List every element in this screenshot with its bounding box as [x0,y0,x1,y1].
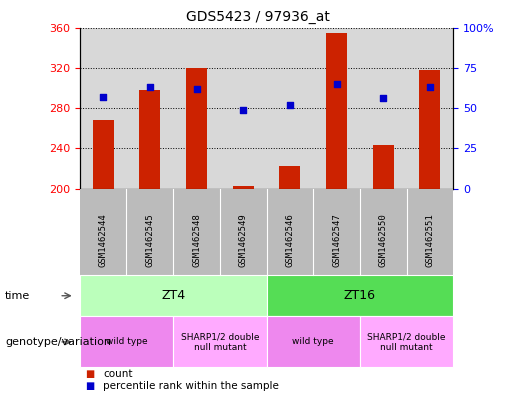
Bar [140,90,160,189]
Text: GDS5423 / 97936_at: GDS5423 / 97936_at [185,10,330,24]
Text: GSM1462546: GSM1462546 [285,213,295,267]
Point [146,84,154,90]
Text: GSM1462549: GSM1462549 [238,213,248,267]
Text: genotype/variation: genotype/variation [5,337,111,347]
Text: ZT16: ZT16 [344,289,376,302]
Point [239,107,247,113]
Text: GSM1462544: GSM1462544 [99,213,108,267]
Bar [233,185,254,189]
Bar [279,167,300,189]
Text: wild type: wild type [293,338,334,346]
Point [379,95,387,101]
Text: time: time [5,291,30,301]
Bar [373,145,393,189]
Point [99,94,107,100]
Text: GSM1462548: GSM1462548 [192,213,201,267]
Text: ■: ■ [85,369,94,379]
Point [193,86,201,92]
Bar [326,33,347,189]
Point [286,102,294,108]
Text: count: count [103,369,132,379]
Text: GSM1462545: GSM1462545 [145,213,154,267]
Text: GSM1462547: GSM1462547 [332,213,341,267]
Text: GSM1462550: GSM1462550 [379,213,388,267]
Text: ZT4: ZT4 [161,289,185,302]
Text: SHARP1/2 double
null mutant: SHARP1/2 double null mutant [181,332,259,352]
Text: SHARP1/2 double
null mutant: SHARP1/2 double null mutant [367,332,446,352]
Text: ■: ■ [85,381,94,391]
Bar [186,68,207,189]
Text: wild type: wild type [106,338,147,346]
Point [426,84,434,90]
Text: percentile rank within the sample: percentile rank within the sample [103,381,279,391]
Text: GSM1462551: GSM1462551 [425,213,434,267]
Bar [419,70,440,189]
Bar [93,120,114,189]
Point [332,81,340,87]
